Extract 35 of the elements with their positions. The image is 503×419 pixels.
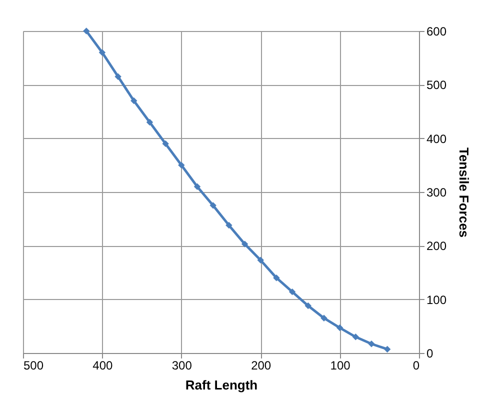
y-tick-label: 600 <box>426 24 447 38</box>
y-tick-label: 100 <box>426 292 447 307</box>
point <box>130 97 138 104</box>
y-tick-label: 0 <box>426 346 434 360</box>
x-axis-title: Raft Length <box>185 378 258 392</box>
point <box>194 183 201 190</box>
point <box>257 256 264 264</box>
point <box>352 334 359 340</box>
y-axis-title: Tensile Forces <box>456 147 472 238</box>
y-tick-label: 400 <box>426 132 447 146</box>
point <box>162 140 169 148</box>
point <box>226 222 232 229</box>
point <box>98 49 106 56</box>
point <box>288 288 296 296</box>
point <box>320 314 328 322</box>
x-tick-label: 100 <box>330 358 351 372</box>
point <box>273 274 280 282</box>
point <box>368 340 375 348</box>
x-tick-label: 500 <box>24 358 44 372</box>
point <box>210 202 216 209</box>
y-tick-label: 200 <box>426 239 447 254</box>
point <box>336 324 344 332</box>
point <box>241 240 248 248</box>
point <box>114 73 122 80</box>
x-tick-label: 0 <box>412 358 420 372</box>
y-tick-label: 500 <box>426 78 447 92</box>
y-tick-label: 300 <box>426 186 447 200</box>
x-tick-label: 300 <box>172 358 192 372</box>
x-tick-label: 200 <box>251 358 272 372</box>
point <box>146 118 154 126</box>
point <box>384 346 391 353</box>
x-tick-label: 400 <box>92 358 114 372</box>
point <box>304 302 312 310</box>
point <box>178 162 185 169</box>
point <box>83 28 90 34</box>
